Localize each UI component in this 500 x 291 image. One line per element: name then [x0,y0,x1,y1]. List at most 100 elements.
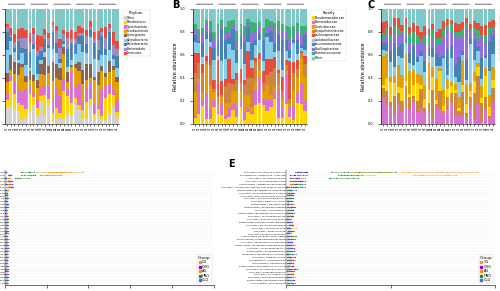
Bar [476,68,480,76]
Bar [442,9,446,21]
Bar [92,119,96,124]
Bar [47,48,50,66]
Bar [254,9,258,23]
Bar [74,97,77,104]
Bar [96,9,100,31]
Bar [266,100,268,111]
Bar [82,103,84,110]
Bar [40,52,42,60]
Bar [208,119,212,124]
Bar [51,81,54,100]
Bar [224,59,227,79]
Bar [36,35,39,51]
Bar [400,45,404,58]
Bar [28,52,32,68]
Bar [461,9,464,22]
Bar [273,9,276,23]
Bar [36,88,39,100]
Bar [427,49,430,56]
Bar [400,58,404,75]
Bar [85,80,88,88]
Bar [273,93,276,99]
Bar [82,33,84,36]
Bar [116,9,118,41]
Bar [389,77,392,81]
Bar [100,32,103,36]
Bar [239,9,242,24]
Bar [270,95,272,99]
Bar [24,81,28,89]
Bar [212,60,216,80]
Bar [70,65,73,67]
Bar [262,28,265,37]
Bar [468,44,472,83]
Bar [47,99,50,104]
Bar [62,9,66,30]
Bar [404,81,407,86]
Bar [254,40,258,45]
Bar [242,9,246,26]
Bar [228,59,230,83]
Bar [484,76,487,97]
Bar [385,54,388,78]
Bar [92,32,96,39]
Bar [472,81,476,93]
Bar [208,108,212,119]
Bar [20,28,24,38]
Bar [28,43,32,52]
Bar [280,40,284,70]
Bar [40,47,42,52]
Bar [28,112,32,124]
Bar [82,52,84,70]
Bar [280,104,284,118]
Bar [220,97,223,104]
Bar [382,97,384,124]
Bar [492,27,494,29]
Bar [420,75,422,85]
Bar [78,9,80,26]
Bar [296,40,299,54]
Bar [270,99,272,107]
Bar [458,116,460,124]
Bar [28,9,32,33]
Bar [36,56,39,74]
Bar [385,105,388,124]
Bar [446,19,449,25]
Bar [442,113,446,124]
Bar [273,68,276,86]
Bar [461,29,464,37]
Bar [32,81,35,93]
Bar [28,86,32,94]
Bar [239,99,242,107]
Bar [112,45,115,55]
Bar [28,79,32,86]
Bar [40,9,42,36]
Bar [16,9,20,29]
Bar [92,104,96,114]
Bar [239,83,242,92]
Bar [423,72,426,85]
Bar [194,42,196,53]
Bar [250,112,254,114]
Bar [235,9,238,31]
Bar [13,109,16,124]
Bar [112,70,115,90]
Bar [484,68,487,76]
Bar [266,85,268,100]
Bar [78,26,80,33]
Bar [74,32,77,39]
Bar [258,59,261,71]
Bar [392,96,396,116]
Bar [389,102,392,107]
Bar [228,103,230,108]
Bar [427,34,430,46]
Bar [13,82,16,94]
Bar [446,97,449,109]
Y-axis label: Relative abundance: Relative abundance [362,42,366,91]
Bar [104,97,108,120]
Bar [396,28,400,35]
Bar [277,51,280,70]
Bar [112,32,115,45]
Bar [224,40,227,59]
Bar [423,99,426,108]
